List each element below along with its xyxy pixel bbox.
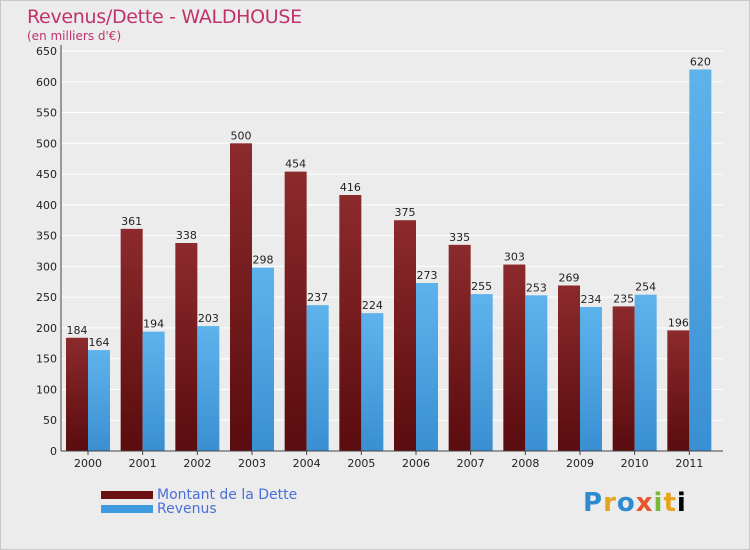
data-label: 164 <box>89 336 110 349</box>
bar-revenus <box>470 294 493 451</box>
bar-revenus <box>306 305 329 451</box>
bar-revenus <box>689 69 712 451</box>
data-label: 253 <box>526 281 547 294</box>
x-tick-label: 2009 <box>566 457 594 470</box>
bar-dette <box>120 228 143 451</box>
x-tick-label: 2011 <box>675 457 703 470</box>
y-tick-label: 500 <box>36 137 57 150</box>
legend-label-dette: Montant de la Dette <box>157 487 298 503</box>
data-label: 254 <box>635 281 656 294</box>
x-tick-label: 2010 <box>621 457 649 470</box>
bar-revenus <box>197 326 220 451</box>
y-tick-label: 50 <box>43 414 57 427</box>
logo-letter: t <box>663 488 677 518</box>
y-tick-label: 400 <box>36 199 57 212</box>
logo-letter: r <box>603 488 617 518</box>
bar-revenus <box>525 295 548 451</box>
data-label: 194 <box>143 318 164 331</box>
legend-swatch-dette <box>101 491 153 499</box>
x-tick-label: 2008 <box>511 457 539 470</box>
x-tick-label: 2007 <box>457 457 485 470</box>
logo-letter: P <box>583 488 604 518</box>
data-label: 375 <box>395 206 416 219</box>
logo-letter: x <box>635 488 654 518</box>
bar-dette <box>230 143 252 452</box>
logo-letter: i <box>653 488 664 518</box>
y-tick-label: 550 <box>36 107 57 120</box>
x-tick-label: 2006 <box>402 457 430 470</box>
data-label: 203 <box>198 312 219 325</box>
data-label: 335 <box>449 231 470 244</box>
legend-item-revenus: Revenus <box>101 501 217 517</box>
bar-revenus <box>142 331 165 451</box>
bar-revenus <box>88 350 110 451</box>
data-label: 269 <box>559 271 580 284</box>
data-label: 273 <box>417 269 438 282</box>
data-label: 196 <box>668 316 689 329</box>
bar-dette <box>503 264 526 451</box>
bar-dette <box>175 243 198 451</box>
bar-revenus <box>361 313 384 451</box>
bar-dette <box>448 244 471 451</box>
y-tick-label: 450 <box>36 168 57 181</box>
y-tick-label: 650 <box>36 45 57 58</box>
legend-swatch-revenus <box>101 505 153 513</box>
bar-revenus <box>252 267 274 451</box>
y-tick-label: 100 <box>36 383 57 396</box>
data-label: 303 <box>504 251 525 264</box>
data-label: 224 <box>362 299 383 312</box>
data-label: 234 <box>581 293 602 306</box>
data-label: 235 <box>613 292 634 305</box>
data-label: 298 <box>253 254 274 267</box>
y-tick-label: 0 <box>50 445 57 458</box>
bar-dette <box>667 330 690 451</box>
x-tick-label: 2000 <box>74 457 102 470</box>
bar-dette <box>558 285 580 451</box>
y-tick-label: 300 <box>36 260 57 273</box>
x-tick-label: 2003 <box>238 457 266 470</box>
data-label: 620 <box>690 55 711 68</box>
bar-chart: 0 50 100 150 200 250 300 350 400 450 500 550 600 650 2… <box>36 45 723 470</box>
bar-dette <box>394 220 416 451</box>
logo-letter: o <box>616 488 636 518</box>
y-tick-label: 350 <box>36 230 57 243</box>
bar-dette <box>66 337 88 451</box>
bar-revenus <box>580 307 602 451</box>
y-tick-label: 600 <box>36 76 57 89</box>
y-tick-label: 250 <box>36 291 57 304</box>
data-label: 416 <box>340 181 361 194</box>
bar-dette <box>339 195 362 451</box>
y-tick-label: 150 <box>36 353 57 366</box>
data-label: 237 <box>307 291 328 304</box>
y-tick-label: 200 <box>36 322 57 335</box>
legend-label-revenus: Revenus <box>157 501 217 517</box>
data-label: 338 <box>176 229 197 242</box>
x-tick-label: 2005 <box>347 457 375 470</box>
bar-revenus <box>416 283 438 451</box>
x-tick-label: 2001 <box>129 457 157 470</box>
data-label: 454 <box>285 158 306 171</box>
data-label: 361 <box>121 215 142 228</box>
data-label: 184 <box>67 324 88 337</box>
legend-item-dette: Montant de la Dette <box>101 487 297 503</box>
data-label: 255 <box>471 280 492 293</box>
proxiti-logo: Proxiti <box>583 488 687 518</box>
bar-dette <box>612 306 635 451</box>
chart-subtitle: (en milliers d'€) <box>27 29 122 43</box>
bar-revenus <box>634 294 657 451</box>
x-tick-label: 2002 <box>183 457 211 470</box>
logo-letter: i <box>676 488 687 518</box>
bar-dette <box>284 171 307 451</box>
x-tick-label: 2004 <box>293 457 321 470</box>
data-label: 500 <box>231 129 252 142</box>
chart-title: Revenus/Dette - WALDHOUSE <box>27 6 302 28</box>
